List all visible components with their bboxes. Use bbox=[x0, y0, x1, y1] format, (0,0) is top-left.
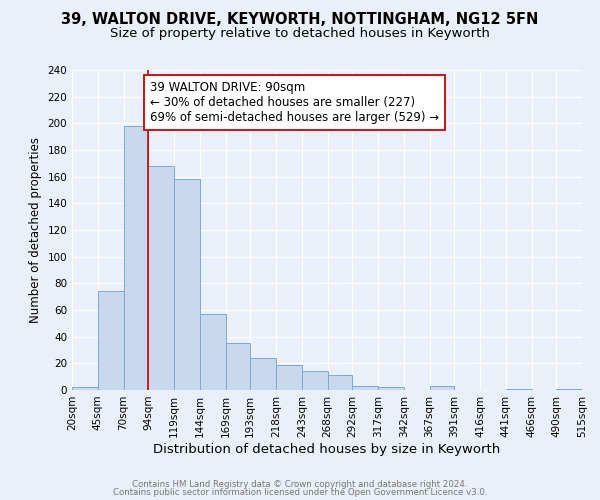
Bar bbox=[430, 386, 454, 390]
Bar bbox=[72, 388, 98, 390]
Bar bbox=[200, 314, 226, 390]
X-axis label: Distribution of detached houses by size in Keyworth: Distribution of detached houses by size … bbox=[154, 442, 500, 456]
Bar bbox=[276, 364, 302, 390]
Bar bbox=[302, 372, 328, 390]
Bar bbox=[250, 358, 276, 390]
Text: Contains HM Land Registry data © Crown copyright and database right 2024.: Contains HM Land Registry data © Crown c… bbox=[132, 480, 468, 489]
Bar bbox=[226, 344, 250, 390]
Text: 39 WALTON DRIVE: 90sqm
← 30% of detached houses are smaller (227)
69% of semi-de: 39 WALTON DRIVE: 90sqm ← 30% of detached… bbox=[151, 80, 439, 124]
Bar bbox=[174, 180, 200, 390]
Bar bbox=[148, 166, 174, 390]
Text: Size of property relative to detached houses in Keyworth: Size of property relative to detached ho… bbox=[110, 28, 490, 40]
Bar bbox=[98, 292, 124, 390]
Bar bbox=[328, 376, 352, 390]
Bar bbox=[378, 388, 404, 390]
Y-axis label: Number of detached properties: Number of detached properties bbox=[29, 137, 42, 323]
Bar bbox=[506, 388, 532, 390]
Bar bbox=[352, 386, 378, 390]
Bar bbox=[556, 388, 582, 390]
Text: Contains public sector information licensed under the Open Government Licence v3: Contains public sector information licen… bbox=[113, 488, 487, 497]
Bar bbox=[124, 126, 148, 390]
Text: 39, WALTON DRIVE, KEYWORTH, NOTTINGHAM, NG12 5FN: 39, WALTON DRIVE, KEYWORTH, NOTTINGHAM, … bbox=[61, 12, 539, 28]
